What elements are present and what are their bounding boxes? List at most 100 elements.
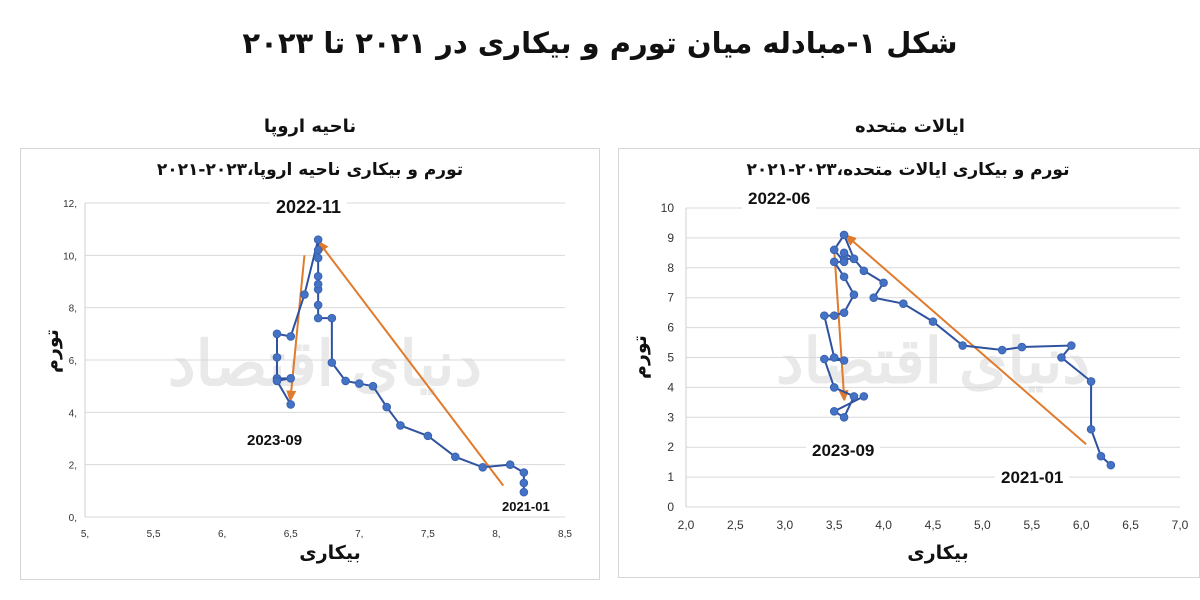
- data-point: [286, 400, 296, 409]
- x-tick-label: 4,5: [925, 518, 942, 532]
- x-tick-label: 2,5: [727, 518, 744, 532]
- x-axis-label-europe: بیکاری: [299, 542, 361, 564]
- x-tick-label: 5,: [81, 529, 89, 540]
- data-point: [1017, 342, 1027, 352]
- plot-us: دنیای اقتصاد 0 1 2 3 4 5 6 7 8 9 10 2,0 2,5 3,0 3,5 4,0 4…: [661, 201, 1189, 532]
- data-point: [313, 245, 323, 255]
- data-point: [368, 381, 378, 391]
- data-point: [849, 254, 859, 264]
- data-point: [820, 311, 829, 320]
- data-point: [313, 235, 323, 244]
- data-point: [899, 299, 908, 308]
- annotation-start-europe: 2021-01: [500, 499, 552, 514]
- plot-europe: دنیای اقتصاد 0, 2, 4, 6, 8, 10, 12, 5, 5,5 6, 6,5 7,…: [63, 199, 572, 540]
- data-point: [829, 383, 839, 392]
- region-title-europe: ناحیه اروپا: [263, 116, 357, 137]
- data-point: [829, 257, 839, 267]
- y-tick-label: 1: [667, 470, 674, 484]
- data-point: [869, 293, 879, 303]
- y-axis-label-us: تورم: [629, 335, 651, 379]
- x-tick-label: 5,5: [1023, 518, 1040, 532]
- data-point: [313, 313, 323, 323]
- data-point: [958, 341, 967, 350]
- x-tick-label: 6,0: [1073, 518, 1090, 532]
- y-tick-label: 4,: [69, 408, 77, 419]
- y-tick-label: 4: [667, 380, 674, 394]
- data-point: [450, 452, 460, 462]
- x-tick-label: 6,: [218, 529, 226, 540]
- x-tick-label: 5,0: [974, 518, 991, 532]
- y-tick-label: 2: [667, 440, 674, 454]
- x-tick-label: 8,5: [558, 529, 572, 540]
- data-point: [859, 266, 869, 276]
- chart-title-us: تورم و بیکاری ایالات متحده،۲۰۲۳-۲۰۲۱: [746, 160, 1070, 180]
- data-point: [313, 271, 323, 281]
- y-tick-label: 9: [667, 231, 674, 245]
- data-point: [839, 356, 849, 365]
- x-tick-label: 5,5: [147, 529, 161, 540]
- x-axis-label-us: بیکاری: [907, 542, 969, 564]
- watermark: دنیای اقتصاد: [168, 330, 482, 399]
- data-point: [505, 460, 515, 469]
- x-tick-label: 6,5: [1122, 518, 1139, 532]
- y-tick-label: 3: [667, 410, 674, 424]
- region-title-us: ایالات متحده: [855, 116, 965, 137]
- data-point: [1086, 424, 1096, 434]
- y-tick-label: 7: [667, 291, 674, 305]
- annotation-start-us: 2021-01: [995, 468, 1070, 488]
- data-point: [1096, 451, 1106, 461]
- data-point: [1057, 353, 1066, 362]
- y-axis-label-europe: تورم: [41, 329, 63, 373]
- chart-frame-us: [618, 148, 1200, 578]
- x-tick-label: 8,: [492, 529, 500, 540]
- data-point: [859, 392, 869, 401]
- y-tick-label: 6,: [69, 356, 77, 367]
- data-point: [313, 300, 323, 310]
- trend-arrow: [849, 238, 1087, 445]
- data-point: [300, 290, 309, 299]
- data-point: [820, 354, 829, 364]
- trend-arrow: [321, 245, 505, 487]
- annotation-peak-us: 2022-06: [742, 189, 817, 209]
- data-point: [1067, 341, 1076, 350]
- data-point: [997, 345, 1007, 355]
- y-tick-label: 8,: [69, 304, 77, 315]
- x-tick-label: 7,5: [421, 529, 435, 540]
- data-point: [354, 379, 364, 388]
- data-point: [829, 311, 839, 320]
- y-tick-label: 10,: [63, 251, 77, 262]
- x-tick-label: 2,0: [678, 518, 695, 532]
- data-point: [396, 421, 405, 430]
- data-point: [829, 245, 839, 255]
- data-point: [313, 253, 323, 263]
- data-point: [423, 431, 433, 441]
- data-point: [327, 313, 337, 323]
- annotation-peak-europe: 2022-11: [270, 197, 348, 218]
- annotation-end-us: 2023-09: [806, 441, 881, 461]
- data-point: [313, 279, 323, 289]
- x-tick-label: 7,: [355, 529, 363, 540]
- data-point: [839, 257, 849, 267]
- data-point: [839, 272, 849, 282]
- data-point: [928, 317, 938, 326]
- x-tick-label: 4,0: [875, 518, 892, 532]
- data-point: [286, 374, 296, 383]
- chart-title-europe: تورم و بیکاری ناحیه اروپا،۲۰۲۳-۲۰۲۱: [156, 160, 464, 180]
- data-point: [272, 329, 282, 339]
- data-point: [519, 468, 529, 477]
- data-point: [327, 358, 337, 367]
- data-point: [1086, 377, 1096, 386]
- data-point: [829, 407, 839, 416]
- data-point: [341, 376, 350, 386]
- watermark: دنیای اقتصاد: [776, 328, 1090, 397]
- y-tick-label: 2,: [69, 461, 77, 472]
- figure-title: شکل ۱-مبادله میان تورم و بیکاری در ۲۰۲۱ …: [242, 26, 958, 60]
- data-point: [839, 308, 849, 317]
- data-point: [849, 392, 859, 401]
- y-tick-label: 0,: [69, 513, 77, 524]
- y-tick-label: 6: [667, 321, 674, 335]
- data-point: [829, 353, 839, 362]
- y-tick-label: 8: [667, 261, 674, 275]
- data-point: [839, 413, 849, 422]
